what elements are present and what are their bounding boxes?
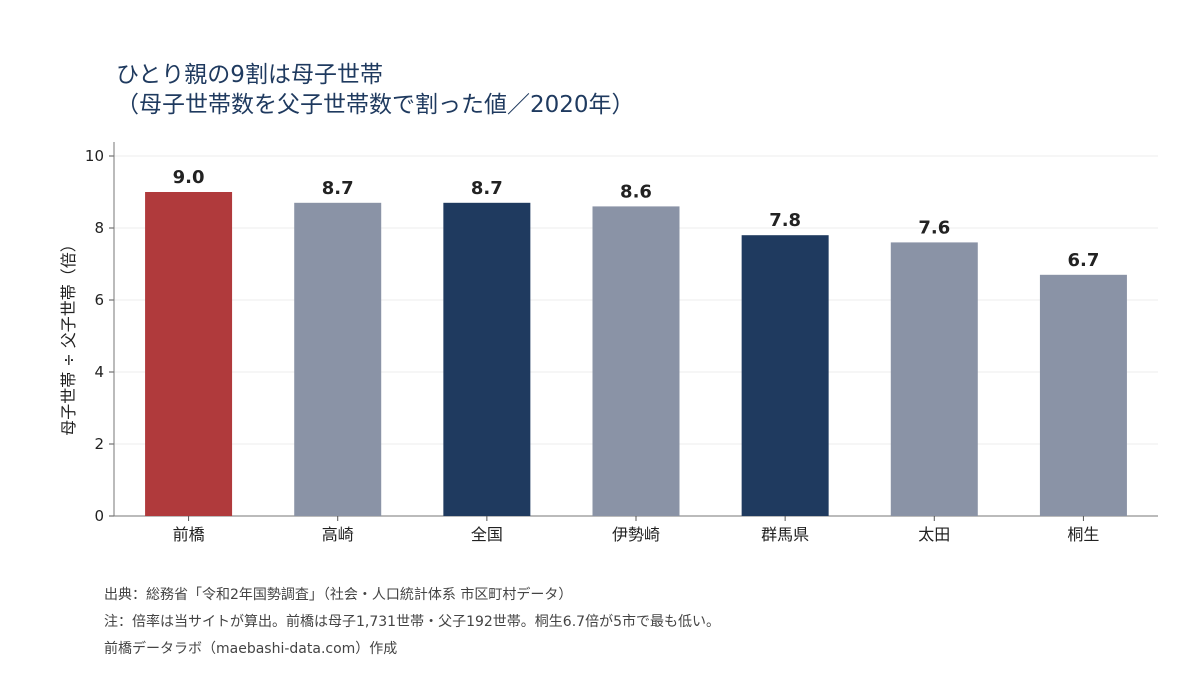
chart-title-line2: （母子世帯数を父子世帯数で割った値／2020年） <box>116 92 635 118</box>
data-label-1: 8.7 <box>322 178 354 199</box>
data-label-3: 8.6 <box>620 181 652 202</box>
bar-5 <box>890 242 978 516</box>
bar-4 <box>741 235 829 516</box>
y-axis-label: 母子世帯 ÷ 父子世帯（倍） <box>59 236 78 436</box>
y-tick-label-1: 2 <box>94 435 104 453</box>
y-tick-label-4: 8 <box>94 219 104 237</box>
x-tick-label-1: 高崎 <box>322 525 354 544</box>
bar-3 <box>592 206 680 516</box>
calculation-note: 注：倍率は当サイトが算出。前橋は母子1,731世帯・父子192世帯。桐生6.7倍… <box>104 614 720 630</box>
bar-2 <box>443 202 531 517</box>
chart-title: ひとり親の9割は母子世帯 （母子世帯数を父子世帯数で割った値／2020年） <box>116 60 635 120</box>
x-tick-label-6: 桐生 <box>1067 525 1099 544</box>
x-tick-label-2: 全国 <box>471 525 503 544</box>
bar-0 <box>145 192 233 516</box>
y-tick-label-5: 10 <box>85 147 104 165</box>
chart-footer: 出典：総務省「令和2年国勢調査」（社会・人口統計体系 市区町村データ） 注：倍率… <box>104 582 720 663</box>
data-label-0: 9.0 <box>173 167 205 188</box>
y-tick-label-2: 4 <box>94 363 104 381</box>
data-label-5: 7.6 <box>918 217 950 238</box>
source-note: 出典：総務省「令和2年国勢調査」（社会・人口統計体系 市区町村データ） <box>104 587 573 603</box>
data-label-4: 7.8 <box>769 210 801 231</box>
credit-note: 前橋データラボ（maebashi-data.com）作成 <box>104 641 398 657</box>
y-tick-label-3: 6 <box>94 291 104 309</box>
x-tick-label-4: 群馬県 <box>761 525 809 544</box>
x-tick-label-5: 太田 <box>918 525 950 544</box>
x-tick-label-3: 伊勢崎 <box>612 525 660 544</box>
data-label-2: 8.7 <box>471 178 503 199</box>
bar-6 <box>1039 274 1127 516</box>
y-tick-label-0: 0 <box>94 507 104 525</box>
chart-title-line1: ひとり親の9割は母子世帯 <box>116 62 383 88</box>
bar-1 <box>294 202 382 517</box>
data-label-6: 6.7 <box>1067 250 1099 271</box>
x-tick-label-0: 前橋 <box>173 525 205 544</box>
